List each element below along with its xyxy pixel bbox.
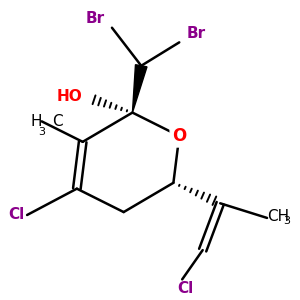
Text: 3: 3 bbox=[38, 127, 45, 136]
Text: Br: Br bbox=[187, 26, 206, 41]
Text: HO: HO bbox=[57, 89, 83, 104]
Text: C: C bbox=[52, 114, 63, 129]
Text: 3: 3 bbox=[283, 216, 290, 226]
Text: O: O bbox=[172, 127, 186, 145]
Text: Cl: Cl bbox=[8, 208, 24, 223]
Polygon shape bbox=[132, 65, 147, 112]
Text: Cl: Cl bbox=[177, 281, 193, 296]
Text: H: H bbox=[30, 114, 42, 129]
Text: CH: CH bbox=[267, 209, 289, 224]
Text: Br: Br bbox=[85, 11, 105, 26]
